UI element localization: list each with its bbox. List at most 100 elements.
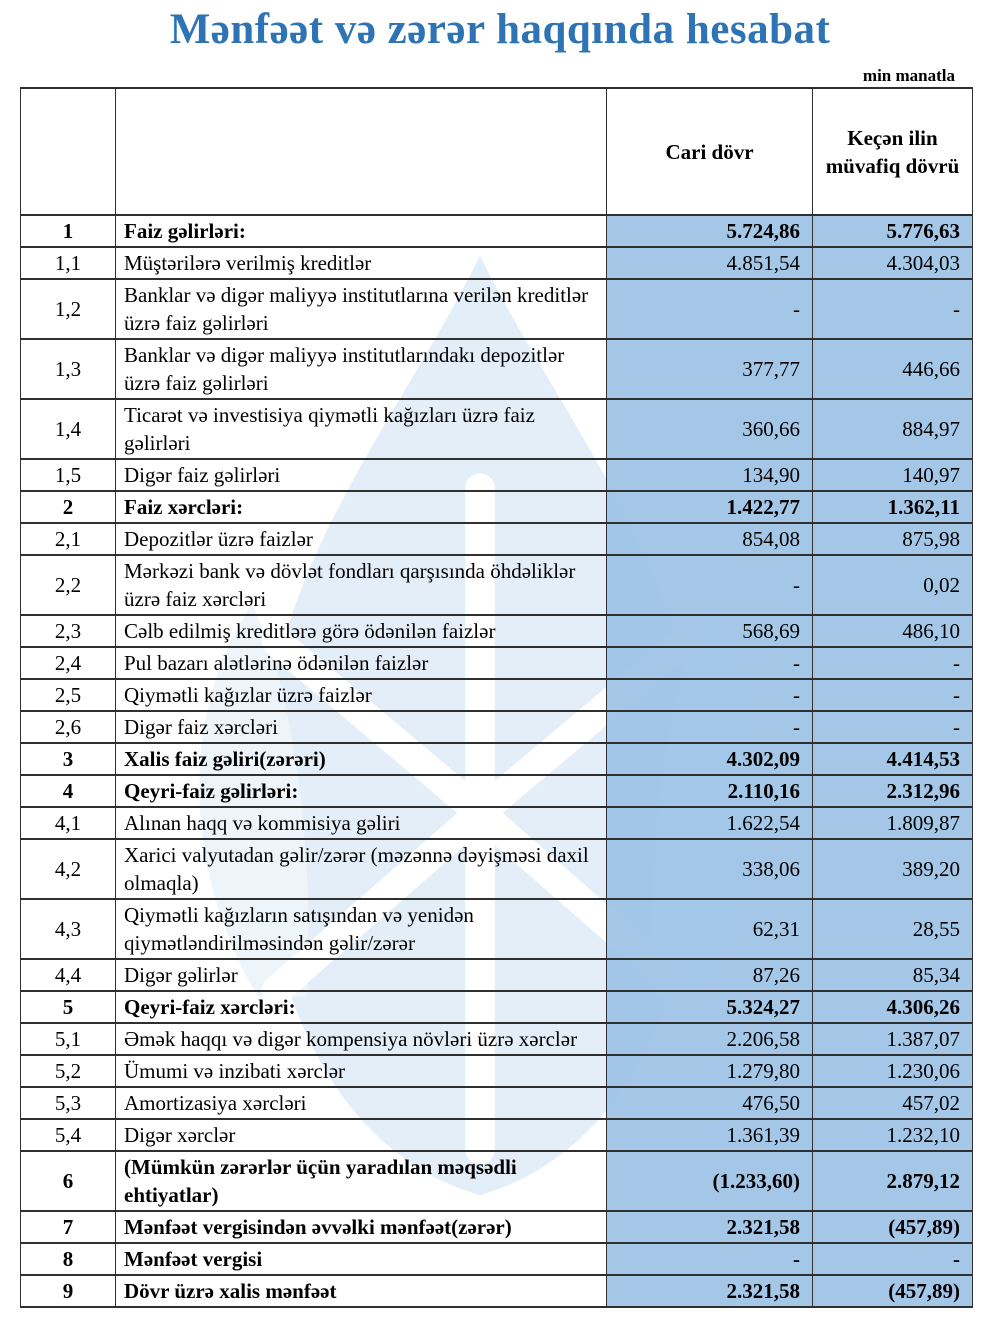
row-number-cell: 1,4 [20,398,116,461]
row-label-cell: Faiz xərcləri: [115,490,607,525]
previous-value-cell: 884,97 [812,398,973,461]
previous-value-cell: 457,02 [812,1086,973,1121]
row-label-cell: Alınan haqq və kommisiya gəliri [115,806,607,841]
current-value-cell: 854,08 [606,522,813,557]
previous-value-cell: 389,20 [812,838,973,901]
row-number-cell: 1 [20,214,116,249]
current-value-cell: 476,50 [606,1086,813,1121]
current-value-cell: - [606,678,813,713]
current-value-cell: - [606,710,813,745]
table-wrapper: Cari dövr Keçən ilin müvafiq dövrü 1 Fai… [20,87,973,1309]
row-number-cell: 5,4 [20,1118,116,1153]
page-title: Mənfəət və zərər haqqında hesabat [169,6,831,53]
table-row: 2,2 Mərkəzi bank və dövlət fondları qarş… [20,554,973,617]
table-row: 1,3 Banklar və digər maliyyə institutlar… [20,338,973,401]
row-number-cell: 9 [20,1274,116,1309]
pnl-table: Cari dövr Keçən ilin müvafiq dövrü 1 Fai… [20,87,973,1309]
current-value-cell: 134,90 [606,458,813,493]
previous-value-cell: - [812,278,973,341]
table-row: 4,2 Xarici valyutadan gəlir/zərər (məzən… [20,838,973,901]
header-current-period: Cari dövr [606,87,813,217]
table-row: 1 Faiz gəlirləri: 5.724,86 5.776,63 [20,214,973,249]
previous-value-cell: 4.306,26 [812,990,973,1025]
current-value-cell: (1.233,60) [606,1150,813,1213]
row-number-cell: 4,1 [20,806,116,841]
row-label-cell: Əmək haqqı və digər kompensiya növləri ü… [115,1022,607,1057]
current-value-cell: 568,69 [606,614,813,649]
row-label-cell: Ticarət və investisiya qiymətli kağızlar… [115,398,607,461]
table-row: 2,4 Pul bazarı alətlərinə ödənilən faizl… [20,646,973,681]
previous-value-cell: 486,10 [812,614,973,649]
row-label-cell: Digər faiz gəlirləri [115,458,607,493]
row-label-cell: Faiz gəlirləri: [115,214,607,249]
row-label-cell: Xarici valyutadan gəlir/zərər (məzənnə d… [115,838,607,901]
current-value-cell: 4.302,09 [606,742,813,777]
row-label-cell: Digər xərclər [115,1118,607,1153]
row-label-cell: Qiymətli kağızlar üzrə faizlər [115,678,607,713]
previous-value-cell: 1.387,07 [812,1022,973,1057]
row-number-cell: 2,4 [20,646,116,681]
table-row: 3 Xalis faiz gəliri(zərəri) 4.302,09 4.4… [20,742,973,777]
table-row: 2 Faiz xərcləri: 1.422,77 1.362,11 [20,490,973,525]
previous-value-cell: 2.879,12 [812,1150,973,1213]
previous-value-cell: 1.232,10 [812,1118,973,1153]
row-label-cell: (Mümkün zərərlər üçün yaradılan məqsədli… [115,1150,607,1213]
table-row: 4,3 Qiymətli kağızların satışından və ye… [20,898,973,961]
table-row: 5,3 Amortizasiya xərcləri 476,50 457,02 [20,1086,973,1121]
row-number-cell: 5,2 [20,1054,116,1089]
table-row: 4,1 Alınan haqq və kommisiya gəliri 1.62… [20,806,973,841]
table-row: 6 (Mümkün zərərlər üçün yaradılan məqsəd… [20,1150,973,1213]
current-value-cell: 1.361,39 [606,1118,813,1153]
row-label-cell: Müştərilərə verilmiş kreditlər [115,246,607,281]
current-value-cell: 62,31 [606,898,813,961]
row-number-cell: 2 [20,490,116,525]
previous-value-cell: 1.230,06 [812,1054,973,1089]
row-label-cell: Digər faiz xərcləri [115,710,607,745]
row-label-cell: Qeyri-faiz gəlirləri: [115,774,607,809]
table-row: 7 Mənfəət vergisindən əvvəlki mənfəət(zə… [20,1210,973,1245]
previous-value-cell: - [812,646,973,681]
previous-value-cell: - [812,1242,973,1277]
row-number-cell: 4,4 [20,958,116,993]
current-value-cell: 5.324,27 [606,990,813,1025]
previous-value-cell: 85,34 [812,958,973,993]
table-row: 1,1 Müştərilərə verilmiş kreditlər 4.851… [20,246,973,281]
current-value-cell: - [606,646,813,681]
row-number-cell: 2,3 [20,614,116,649]
row-number-cell: 5,3 [20,1086,116,1121]
row-number-cell: 8 [20,1242,116,1277]
table-row: 5,1 Əmək haqqı və digər kompensiya növlə… [20,1022,973,1057]
row-label-cell: Amortizasiya xərcləri [115,1086,607,1121]
current-value-cell: - [606,554,813,617]
table-row: 5 Qeyri-faiz xərcləri: 5.324,27 4.306,26 [20,990,973,1025]
row-label-cell: Banklar və digər maliyyə institutlarına … [115,278,607,341]
current-value-cell: 5.724,86 [606,214,813,249]
previous-value-cell: 5.776,63 [812,214,973,249]
current-value-cell: 2.321,58 [606,1210,813,1245]
row-number-cell: 5 [20,990,116,1025]
table-row: 5,2 Ümumi və inzibati xərclər 1.279,80 1… [20,1054,973,1089]
previous-value-cell: 2.312,96 [812,774,973,809]
row-number-cell: 1,3 [20,338,116,401]
current-value-cell: 2.110,16 [606,774,813,809]
previous-value-cell: (457,89) [812,1274,973,1309]
current-value-cell: 360,66 [606,398,813,461]
table-header-row: Cari dövr Keçən ilin müvafiq dövrü [20,87,973,217]
table-row: 2,1 Depozitlər üzrə faizlər 854,08 875,9… [20,522,973,557]
previous-value-cell: - [812,678,973,713]
row-number-cell: 4,3 [20,898,116,961]
row-number-cell: 3 [20,742,116,777]
previous-value-cell: 4.304,03 [812,246,973,281]
row-label-cell: Banklar və digər maliyyə institutlarında… [115,338,607,401]
table-row: 2,3 Cəlb edilmiş kreditlərə görə ödənilə… [20,614,973,649]
current-value-cell: - [606,1242,813,1277]
table-row: 1,5 Digər faiz gəlirləri 134,90 140,97 [20,458,973,493]
previous-value-cell: 0,02 [812,554,973,617]
row-number-cell: 2,6 [20,710,116,745]
previous-value-cell: 1.362,11 [812,490,973,525]
table-row: 5,4 Digər xərclər 1.361,39 1.232,10 [20,1118,973,1153]
row-number-cell: 2,5 [20,678,116,713]
row-label-cell: Dövr üzrə xalis mənfəət [115,1274,607,1309]
table-row: 1,4 Ticarət və investisiya qiymətli kağı… [20,398,973,461]
